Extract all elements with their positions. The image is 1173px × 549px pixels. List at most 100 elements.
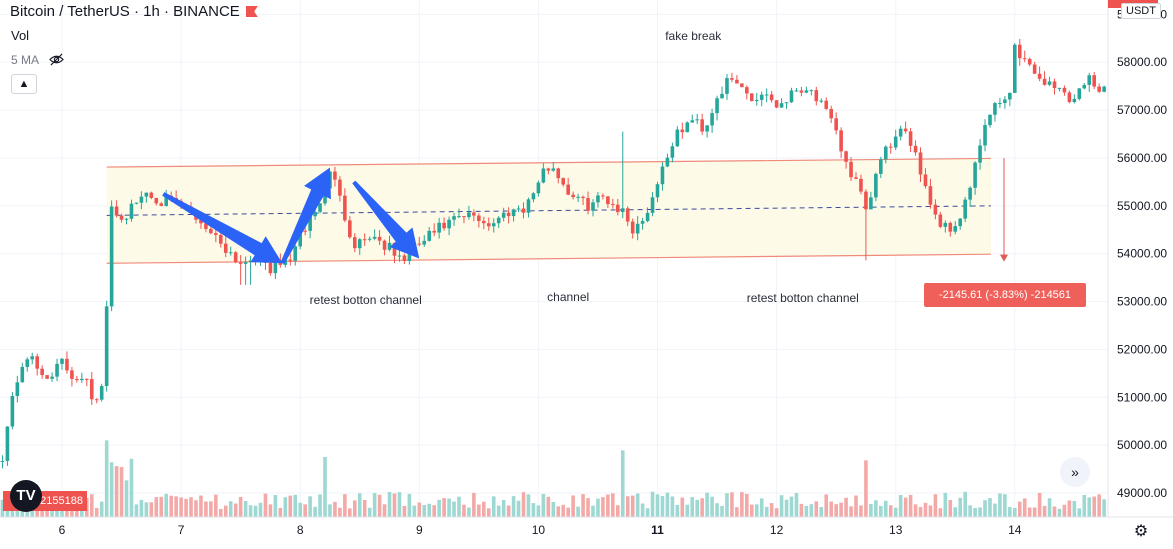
- candle-body: [437, 222, 441, 233]
- candle-body: [779, 103, 784, 108]
- volume-bar: [1027, 507, 1032, 517]
- ma-legend[interactable]: 5 MA: [11, 52, 64, 67]
- candle-body: [903, 128, 908, 132]
- volume-bar: [759, 498, 764, 517]
- candle-body: [482, 220, 486, 224]
- candle-body: [799, 90, 804, 93]
- price-tick-label: 49000.00: [1117, 486, 1167, 500]
- candle-body: [938, 214, 943, 227]
- volume-bar: [209, 501, 213, 517]
- candle-body: [343, 195, 347, 221]
- candle-body: [352, 237, 357, 249]
- candle-body: [432, 230, 436, 233]
- candle-body: [50, 376, 54, 379]
- candle-body: [784, 102, 789, 104]
- candle-body: [616, 204, 620, 213]
- candle-body: [988, 114, 992, 126]
- candle-body: [387, 242, 392, 250]
- volume-bar: [968, 505, 972, 517]
- candle-body: [794, 90, 799, 92]
- volume-bar: [1102, 499, 1106, 517]
- candle-body: [675, 129, 680, 147]
- price-tick-label: 53000.00: [1117, 295, 1167, 309]
- volume-bar: [640, 503, 645, 517]
- volume-bar: [362, 499, 367, 517]
- volume-bar: [888, 505, 893, 517]
- volume-bar: [343, 494, 347, 517]
- candle-body: [769, 94, 774, 101]
- volume-bar: [879, 505, 883, 517]
- volume-bar: [377, 494, 382, 517]
- volume-bar: [288, 495, 293, 517]
- volume-bar: [422, 505, 427, 517]
- volume-bar: [477, 504, 481, 517]
- volume-bar: [883, 500, 888, 517]
- volume-bar: [918, 506, 923, 517]
- gear-icon[interactable]: ⚙: [1133, 523, 1149, 540]
- volume-bar: [561, 504, 566, 517]
- time-tick-label: 11: [651, 523, 664, 537]
- volume-bar: [983, 500, 987, 517]
- candle-body: [998, 103, 1002, 105]
- collapse-legend-button[interactable]: ▲: [11, 74, 37, 94]
- eye-hidden-icon[interactable]: [48, 52, 64, 67]
- candle-body: [1097, 86, 1101, 92]
- volume-bar: [933, 494, 938, 517]
- candle-body: [611, 204, 615, 206]
- volume-bar: [392, 493, 397, 517]
- candle-body: [968, 187, 972, 200]
- candle-body: [883, 146, 888, 160]
- volume-bar: [1087, 497, 1092, 517]
- volume-bar: [953, 507, 958, 517]
- volume-bar: [243, 500, 248, 517]
- candle-body: [948, 222, 953, 232]
- channel-mid-line: [106, 205, 991, 216]
- scroll-to-realtime-button[interactable]: »: [1060, 457, 1090, 487]
- volume-bar: [452, 501, 456, 517]
- volume-bar: [804, 505, 809, 517]
- candle-body: [655, 184, 660, 198]
- volume-bar: [546, 496, 551, 517]
- candle-body: [357, 239, 362, 249]
- volume-bar: [715, 503, 719, 517]
- candle-body: [710, 113, 714, 126]
- candle-body: [159, 203, 164, 206]
- candle-body: [596, 195, 600, 203]
- volume-bar: [124, 480, 129, 517]
- volume-bar: [104, 440, 109, 517]
- volume-bar: [581, 494, 585, 517]
- candle-body: [531, 193, 536, 200]
- volume-bar: [754, 504, 759, 517]
- tradingview-logo[interactable]: TV: [10, 480, 42, 512]
- volume-bar: [333, 501, 337, 517]
- volume-bar: [427, 503, 432, 517]
- volume-bar: [859, 505, 863, 517]
- symbol-title[interactable]: Bitcoin / TetherUS · 1h · BINANCE: [10, 3, 258, 20]
- volume-bar: [1042, 505, 1047, 517]
- volume-bar: [616, 505, 620, 517]
- price-tick-label: 55000.00: [1117, 199, 1167, 213]
- currency-unit[interactable]: USDT: [1121, 3, 1161, 19]
- candle-body: [923, 174, 928, 187]
- volume-bar: [521, 492, 526, 517]
- candle-body: [333, 171, 337, 180]
- volume-bar: [596, 498, 600, 517]
- candle-body: [1082, 84, 1087, 89]
- candle-body: [521, 208, 526, 213]
- candle-body: [1032, 64, 1037, 74]
- candle-body: [99, 386, 104, 400]
- indicator-label[interactable]: Vol: [11, 28, 30, 43]
- candle-body: [486, 223, 491, 227]
- volume-bar: [0, 499, 5, 517]
- volume-bar: [943, 492, 948, 517]
- candle-body: [864, 191, 868, 210]
- channel-upper-line: [106, 157, 991, 168]
- candle-body: [348, 220, 352, 238]
- volume-bar: [660, 496, 665, 517]
- volume-bar: [467, 507, 471, 517]
- candle-body: [209, 228, 213, 234]
- candle-body: [789, 90, 794, 103]
- annotation-fake-break: fake break: [665, 29, 722, 43]
- candle-body: [382, 240, 387, 250]
